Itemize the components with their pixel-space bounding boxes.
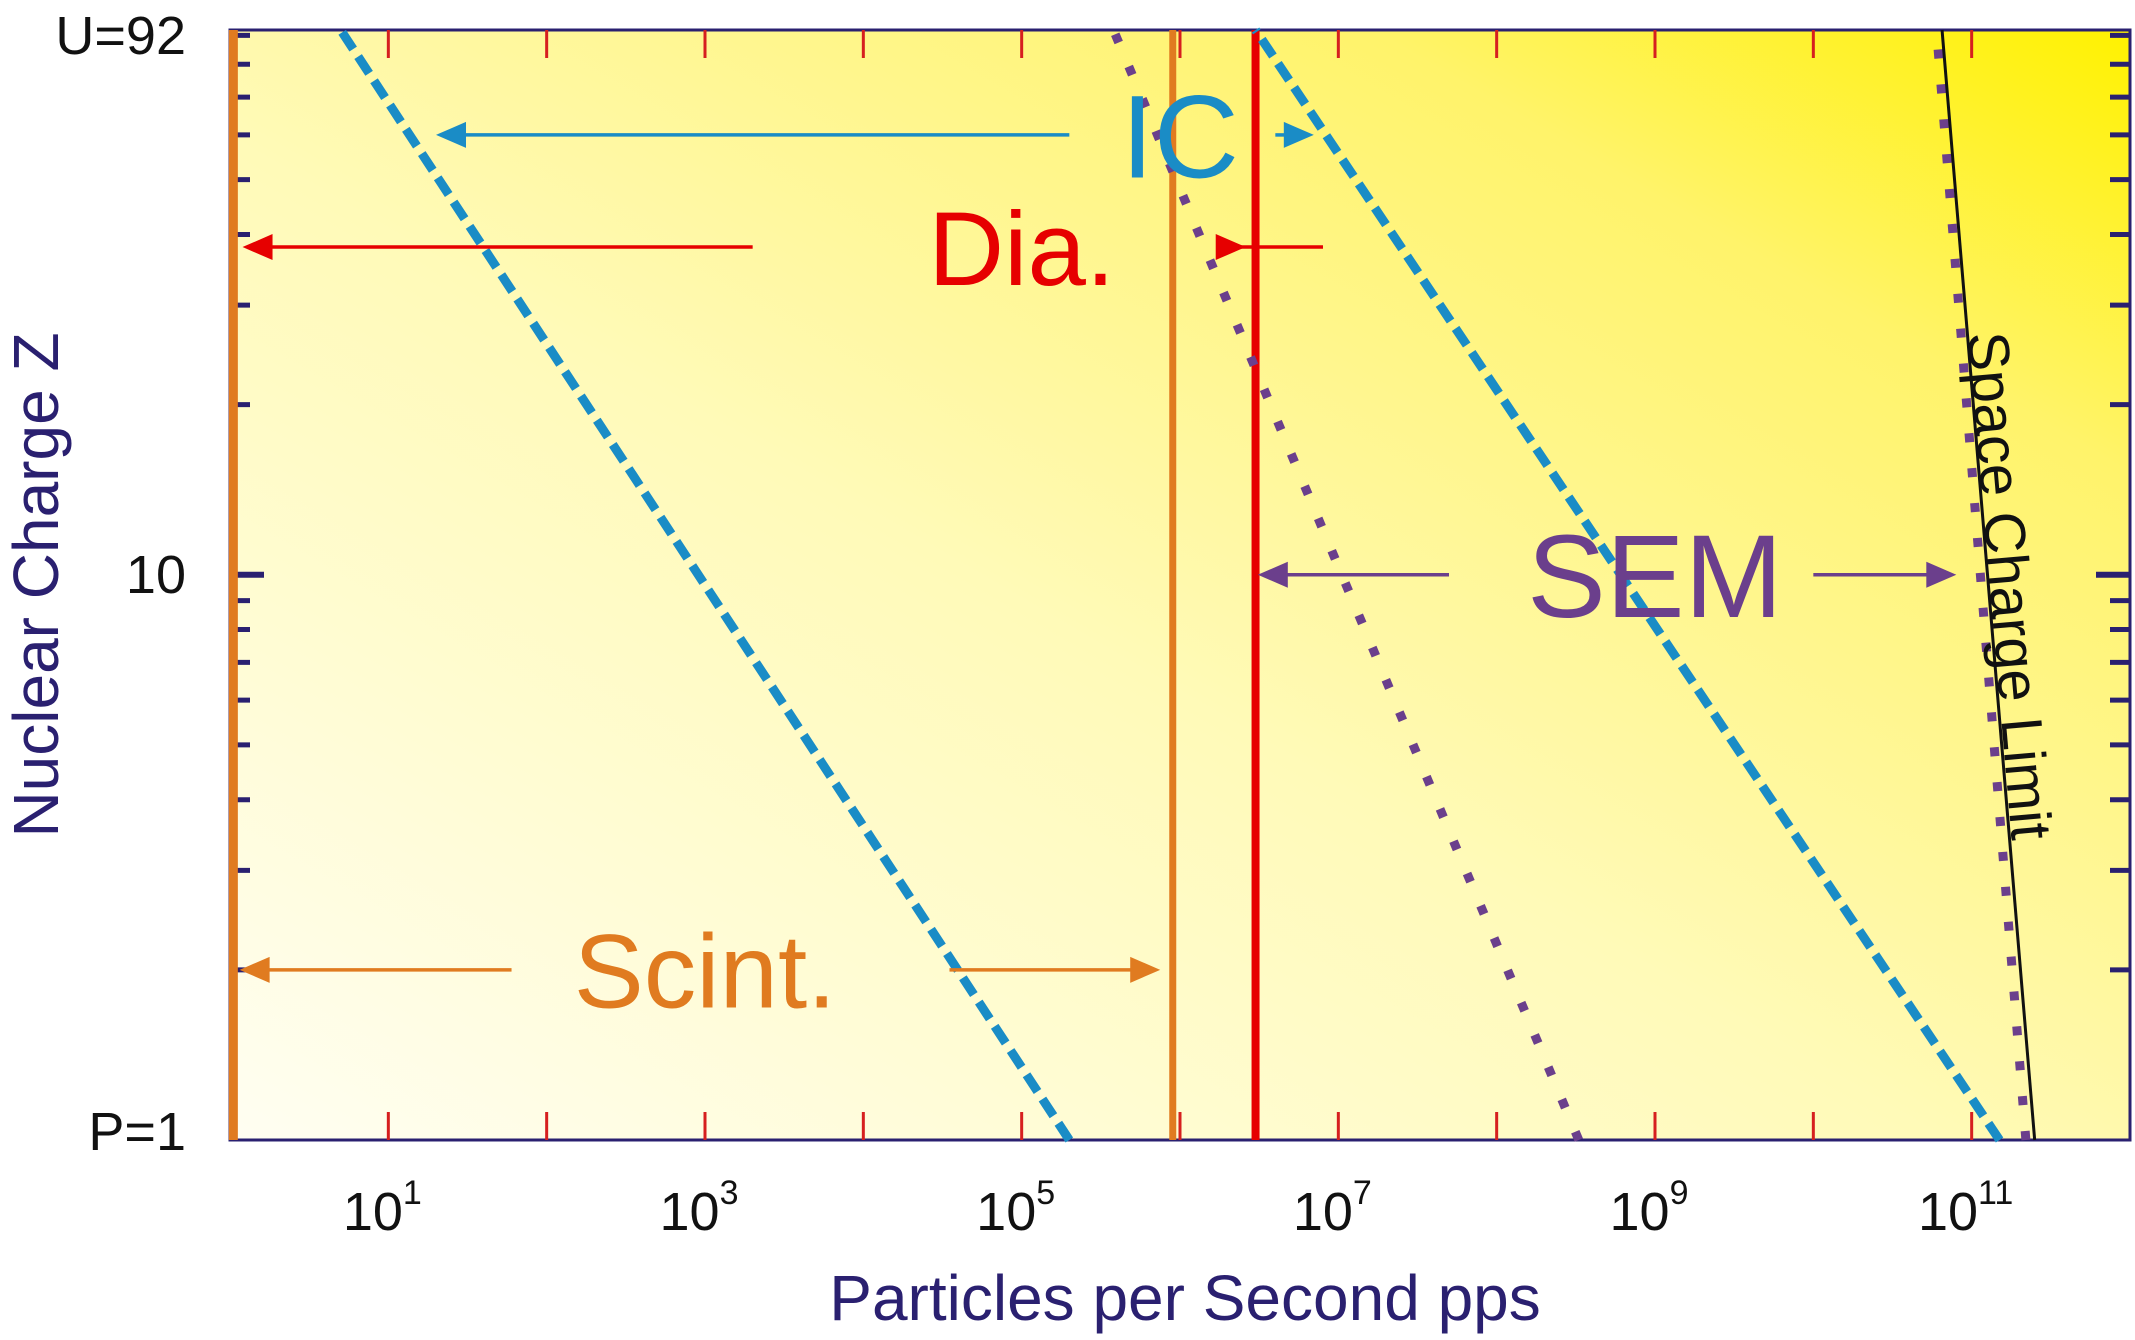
x-tick-label-base: 10 [343,1182,403,1242]
y-tick-label: 10 [126,545,186,605]
y-axis-title: Nuclear Charge Z [0,332,72,837]
arrowhead-left-dia [242,234,273,261]
y-tick-label: P=1 [88,1102,186,1162]
region-label-dia: Dia. [928,191,1115,308]
x-tick-label-base: 10 [660,1182,720,1242]
series-line-space-charge [1940,29,2037,1141]
arrowhead-left-sem [1257,561,1288,588]
arrowhead-right-scint [1130,956,1161,983]
x-tick-label-exponent: 9 [1670,1174,1689,1212]
x-tick-label-exponent: 3 [720,1174,739,1212]
arrowhead-right-ic [1283,121,1314,148]
x-axis-title: Particles per Second pps [829,1262,1541,1334]
x-tick-label: 1011 [1918,1174,2013,1242]
axis-ticks [230,30,2130,1140]
x-tick-label-base: 10 [976,1182,1036,1242]
series-layer [228,27,2037,1143]
series-line-ic-high [1251,27,2004,1143]
x-tick-label-exponent: 1 [403,1174,422,1212]
x-tick-label-base: 10 [1293,1182,1353,1242]
x-tick-label-base: 10 [1918,1182,1978,1242]
arrowhead-left-ic [435,121,466,148]
region-label-sem: SEM [1527,511,1783,643]
arrowhead-left-scint [239,956,270,983]
x-tick-label: 107 [1293,1174,1372,1242]
series-line-ic-low [336,27,1074,1143]
region-label-scint: Scint. [574,914,837,1031]
x-tick-label-exponent: 5 [1036,1174,1055,1212]
arrowhead-right-dia [1215,234,1246,261]
x-tick-label-base: 10 [1610,1182,1670,1242]
region-label-ic: IC [1121,71,1239,203]
x-tick-label: 105 [976,1174,1055,1242]
x-tick-label: 103 [660,1174,739,1242]
arrowhead-right-sem [1926,561,1957,588]
x-tick-label: 109 [1610,1174,1689,1242]
series-line-sem-low [1109,28,1583,1142]
y-tick-label: U=92 [55,6,186,66]
x-tick-label: 101 [343,1174,422,1242]
plot-background [228,28,2132,1142]
x-tick-label-exponent: 7 [1353,1174,1372,1212]
x-tick-label-exponent: 11 [1978,1174,2013,1212]
